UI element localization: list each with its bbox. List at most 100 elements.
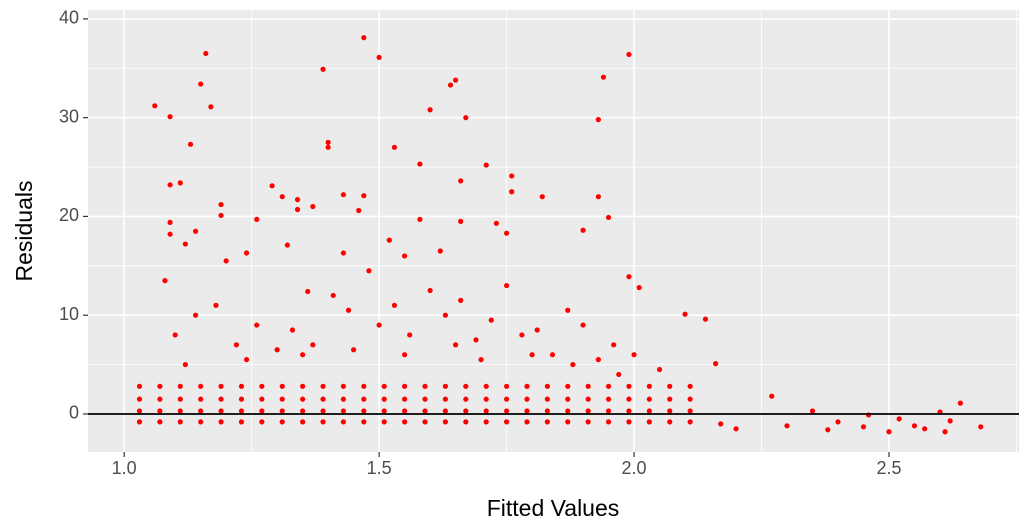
point — [300, 396, 306, 402]
point — [259, 419, 265, 425]
point — [860, 424, 867, 430]
point — [458, 178, 464, 184]
point — [238, 419, 245, 425]
point — [167, 219, 173, 225]
point — [957, 400, 963, 406]
point — [361, 193, 367, 199]
point — [243, 250, 250, 256]
point — [565, 408, 571, 414]
point — [177, 408, 183, 414]
point — [565, 419, 571, 425]
point — [218, 408, 224, 414]
point — [243, 357, 250, 363]
point — [667, 396, 673, 402]
point — [172, 332, 178, 338]
point — [463, 383, 469, 389]
point — [585, 383, 591, 389]
point — [203, 50, 209, 57]
point — [198, 419, 204, 425]
point — [636, 284, 642, 291]
point — [437, 248, 443, 254]
point — [402, 253, 408, 259]
point — [279, 396, 285, 402]
y-tick-label: 10 — [59, 304, 79, 324]
point — [656, 366, 663, 373]
point — [167, 114, 173, 120]
point — [503, 408, 510, 414]
point — [218, 212, 224, 219]
point — [254, 216, 260, 222]
point — [361, 408, 367, 414]
point — [381, 408, 387, 414]
x-tick-label: 2.0 — [622, 458, 647, 478]
y-tick-label: 20 — [59, 205, 79, 225]
point — [177, 180, 183, 186]
point — [600, 74, 607, 80]
point — [198, 81, 204, 87]
point — [300, 419, 306, 425]
point — [544, 396, 550, 402]
point — [524, 408, 530, 414]
point — [565, 383, 571, 389]
point — [259, 396, 265, 402]
point — [493, 220, 499, 226]
point — [177, 383, 183, 389]
point — [422, 408, 428, 414]
point — [177, 396, 183, 402]
point — [294, 197, 301, 203]
point — [289, 327, 296, 333]
point — [402, 383, 408, 389]
point — [769, 393, 775, 399]
point — [585, 396, 591, 402]
y-tick-label: 40 — [59, 8, 79, 28]
point — [136, 396, 143, 402]
point — [218, 419, 224, 425]
point — [483, 419, 489, 425]
point — [524, 383, 530, 389]
point — [646, 383, 652, 389]
point — [519, 332, 525, 338]
point — [458, 297, 464, 303]
point — [605, 419, 612, 425]
point — [279, 383, 285, 389]
point — [300, 408, 306, 414]
point — [198, 408, 204, 414]
point — [922, 426, 928, 432]
y-axis-title: Residuals — [11, 181, 37, 282]
point — [152, 103, 158, 109]
point — [320, 66, 326, 72]
point — [167, 182, 173, 188]
point — [269, 183, 275, 189]
point — [463, 419, 469, 425]
point — [565, 396, 571, 402]
point — [325, 139, 331, 145]
point — [238, 408, 245, 414]
point — [580, 227, 586, 233]
point — [524, 396, 530, 402]
point — [611, 342, 617, 348]
point — [626, 383, 632, 389]
point — [483, 383, 489, 389]
point — [442, 383, 449, 389]
point — [626, 396, 632, 402]
point — [453, 342, 459, 348]
point — [442, 396, 449, 402]
point — [223, 258, 229, 264]
point — [330, 292, 336, 299]
point — [417, 161, 423, 167]
point — [407, 332, 413, 338]
point — [503, 383, 510, 389]
point — [463, 408, 469, 414]
point — [422, 383, 428, 389]
point — [361, 35, 367, 41]
point — [162, 278, 168, 284]
point — [182, 241, 188, 247]
point — [687, 408, 693, 414]
point — [503, 396, 510, 402]
point — [585, 419, 591, 425]
point — [320, 419, 326, 425]
point — [402, 419, 408, 425]
point — [182, 361, 188, 368]
point — [718, 421, 724, 427]
